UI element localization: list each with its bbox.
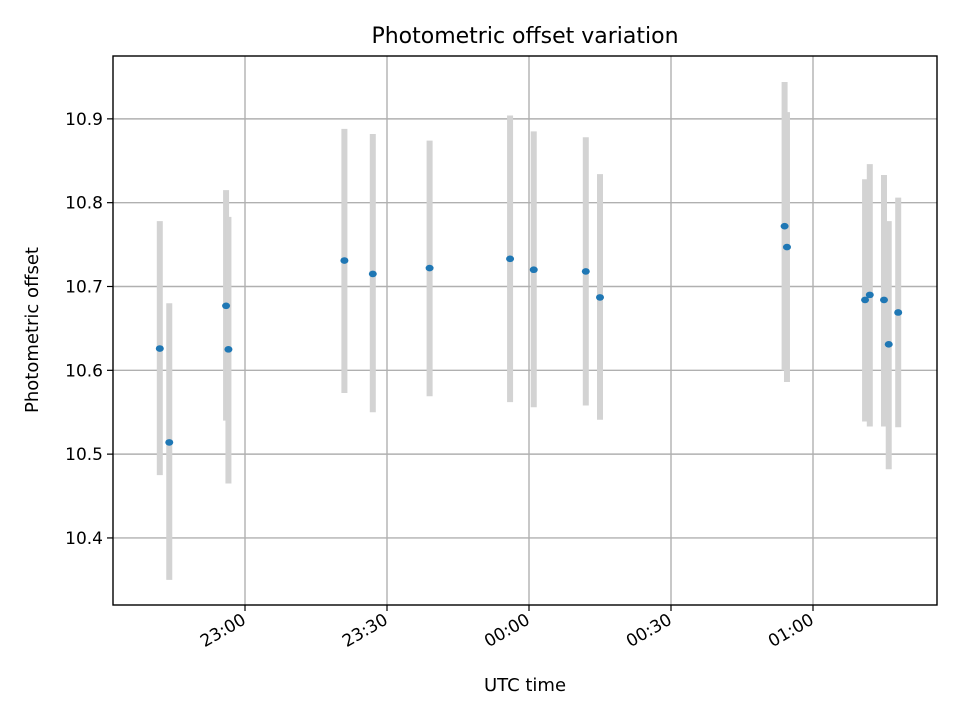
grid-lines xyxy=(113,56,937,605)
data-point xyxy=(780,222,789,230)
plot-frame xyxy=(112,55,938,606)
x-tick-label: 23:00 xyxy=(197,610,249,652)
y-tick-label: 10.6 xyxy=(65,361,103,381)
data-points xyxy=(155,222,903,446)
y-tick-label: 10.9 xyxy=(65,110,103,130)
x-tick-label: 23:30 xyxy=(339,610,391,652)
chart-title: Photometric offset variation xyxy=(371,24,678,49)
data-point xyxy=(581,268,590,275)
y-tick-label: 10.5 xyxy=(65,445,103,465)
y-tick-label: 10.4 xyxy=(65,529,103,549)
data-point xyxy=(340,257,349,264)
data-point xyxy=(884,341,893,348)
data-point xyxy=(425,264,434,272)
x-tick-label: 00:30 xyxy=(623,610,675,652)
data-point xyxy=(368,270,377,278)
data-point xyxy=(529,266,538,274)
data-point xyxy=(222,302,231,310)
data-point xyxy=(595,294,604,301)
data-point xyxy=(506,255,515,263)
data-point xyxy=(155,345,164,352)
data-point xyxy=(861,296,870,304)
axis-ticks: 23:00 23:30 00:00 00:30 01:00 10.4 10.5 10.6 10.… xyxy=(65,110,817,652)
y-tick-label: 10.8 xyxy=(65,194,103,214)
x-tick-label: 00:00 xyxy=(481,610,533,652)
data-point xyxy=(165,439,174,446)
y-tick-label: 10.7 xyxy=(65,277,103,297)
data-point xyxy=(782,243,791,251)
data-point xyxy=(894,309,903,316)
data-point xyxy=(224,346,233,353)
x-tick-label: 01:00 xyxy=(765,610,817,652)
x-axis-label: UTC time xyxy=(484,675,566,696)
y-axis-label: Photometric offset xyxy=(22,247,43,413)
data-point xyxy=(865,291,874,299)
data-point xyxy=(879,296,888,304)
